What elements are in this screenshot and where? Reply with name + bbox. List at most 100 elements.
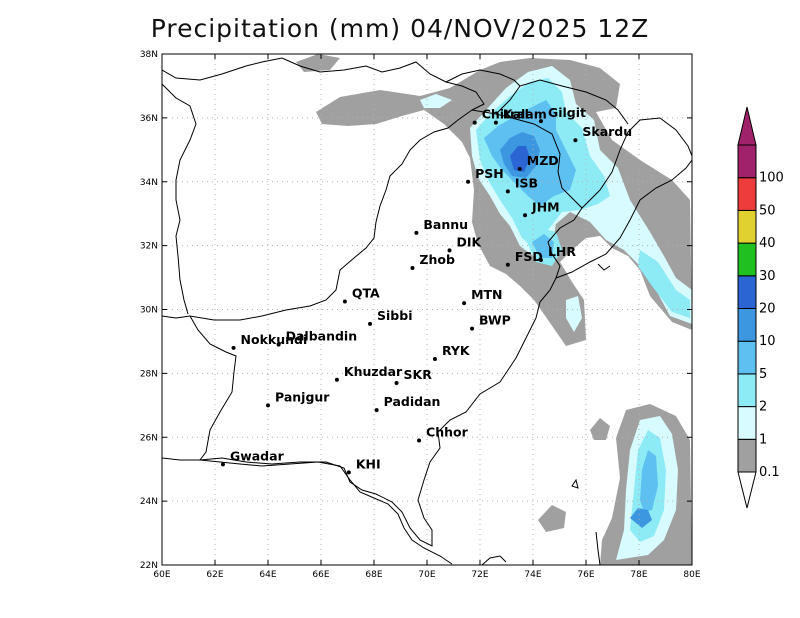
city-label: Padidan xyxy=(384,394,441,409)
city-label: Nokkundi xyxy=(241,332,308,347)
city-dot xyxy=(573,138,578,143)
city-jhm: JHM xyxy=(523,199,560,218)
city-label: Gwadar xyxy=(230,448,285,463)
city-bannu: Bannu xyxy=(414,217,468,235)
city-label: QTA xyxy=(352,286,380,301)
colorbar-segment xyxy=(737,144,757,179)
city-label: DIK xyxy=(457,234,483,249)
colorbar-label: 40 xyxy=(759,236,776,251)
colorbar-label: 50 xyxy=(759,203,776,218)
lat-tick-label: 38N xyxy=(140,50,158,60)
precip-area-east-10mm xyxy=(630,508,652,528)
city-dot xyxy=(517,166,522,171)
city-fsd: FSD xyxy=(505,249,543,267)
colorbar-segment xyxy=(737,209,757,244)
city-label: PSH xyxy=(475,166,504,181)
city-dot xyxy=(346,470,351,475)
city-label: SKR xyxy=(404,367,433,382)
colorbar-label: 20 xyxy=(759,302,776,317)
lon-tick-label: 70E xyxy=(418,570,435,580)
city-mtn: MTN xyxy=(462,287,503,306)
pakistan-border xyxy=(189,109,583,547)
lat-tick-label: 26N xyxy=(140,433,158,443)
city-label: ISB xyxy=(515,175,538,190)
city-dot xyxy=(505,262,510,267)
city-dot xyxy=(334,377,339,382)
city-isb: ISB xyxy=(505,175,538,194)
city-chhor: Chhor xyxy=(417,424,469,443)
city-label: FSD xyxy=(515,249,543,264)
colorbar-label: 5 xyxy=(759,367,767,382)
city-chitral: Chitral xyxy=(472,107,529,125)
precip-area-east-5mm xyxy=(640,450,658,512)
precip-area-ne-2mm xyxy=(638,250,690,318)
city-kalam: Kalam xyxy=(493,107,547,125)
lon-tick-label: 76E xyxy=(577,570,594,580)
city-nokkundi: Nokkundi xyxy=(231,332,308,350)
city-dot xyxy=(447,248,452,253)
city-skr: SKR xyxy=(394,367,433,385)
city-label: Kalam xyxy=(503,107,547,122)
city-dot xyxy=(374,408,379,413)
city-bwp: BWP xyxy=(470,313,511,331)
city-dot xyxy=(266,403,270,408)
lon-tick-label: 74E xyxy=(524,570,541,580)
city-dalbandin: Dalbandin xyxy=(276,329,358,347)
city-khi: KHI xyxy=(346,456,381,475)
city-dot xyxy=(466,179,471,184)
colorbar-segment xyxy=(737,275,757,309)
lon-tick-label: 80E xyxy=(683,570,700,580)
lat-tick-label: 32N xyxy=(140,242,158,252)
city-dot xyxy=(342,299,347,304)
colorbar-segment xyxy=(737,177,757,211)
lon-tick-label: 64E xyxy=(259,570,276,580)
lon-tick-label: 68E xyxy=(365,570,382,580)
city-gwadar: Gwadar xyxy=(220,448,285,467)
city-label: Bannu xyxy=(423,217,468,232)
city-dot xyxy=(394,380,399,385)
india-coast-2 xyxy=(595,531,601,565)
colorbar-under-arrow xyxy=(737,471,757,509)
lat-tick-label: 24N xyxy=(140,497,158,507)
precip-area-small-gray-2 xyxy=(590,418,610,440)
city-padidan: Padidan xyxy=(374,394,441,413)
city-dot xyxy=(505,189,510,194)
city-ryk: RYK xyxy=(432,343,471,362)
city-dot xyxy=(523,213,528,218)
colorbar-label: 0.1 xyxy=(759,465,780,480)
city-zhob: Zhob xyxy=(410,252,455,270)
precip-area-small-gray xyxy=(538,505,566,532)
afghanistan-northwest-border xyxy=(162,57,283,81)
lat-tick-label: 36N xyxy=(140,114,158,124)
city-psh: PSH xyxy=(466,166,504,184)
precip-area-small-1mm-2 xyxy=(566,296,582,332)
city-label: Zhob xyxy=(419,252,455,267)
city-label: MTN xyxy=(471,287,502,302)
india-border xyxy=(555,159,692,279)
city-dot xyxy=(231,345,236,350)
afghanistan-north-border xyxy=(281,57,485,111)
colorbar-segment xyxy=(737,438,757,473)
city-label: KHI xyxy=(356,456,381,471)
lat-tick-label: 30N xyxy=(140,306,158,316)
city-qta: QTA xyxy=(342,286,380,304)
city-label: RYK xyxy=(442,343,471,358)
lon-tick-label: 78E xyxy=(630,570,647,580)
iran-border xyxy=(162,315,191,319)
city-dot xyxy=(538,257,543,262)
colorbar-label: 1 xyxy=(759,432,767,447)
city-dik: DIK xyxy=(447,234,483,253)
city-khuzdar: Khuzdar xyxy=(334,364,403,382)
city-label: Dalbandin xyxy=(286,329,358,344)
city-dot xyxy=(368,321,373,326)
city-dot xyxy=(470,326,475,331)
colorbar-label: 100 xyxy=(759,171,784,186)
coastline xyxy=(162,457,453,565)
city-dot xyxy=(432,357,437,362)
lon-tick-label: 60E xyxy=(153,570,170,580)
colorbar-segment xyxy=(737,406,757,440)
lat-tick-label: 34N xyxy=(140,178,158,188)
afghanistan-border xyxy=(162,83,197,315)
boundaries xyxy=(162,57,692,565)
